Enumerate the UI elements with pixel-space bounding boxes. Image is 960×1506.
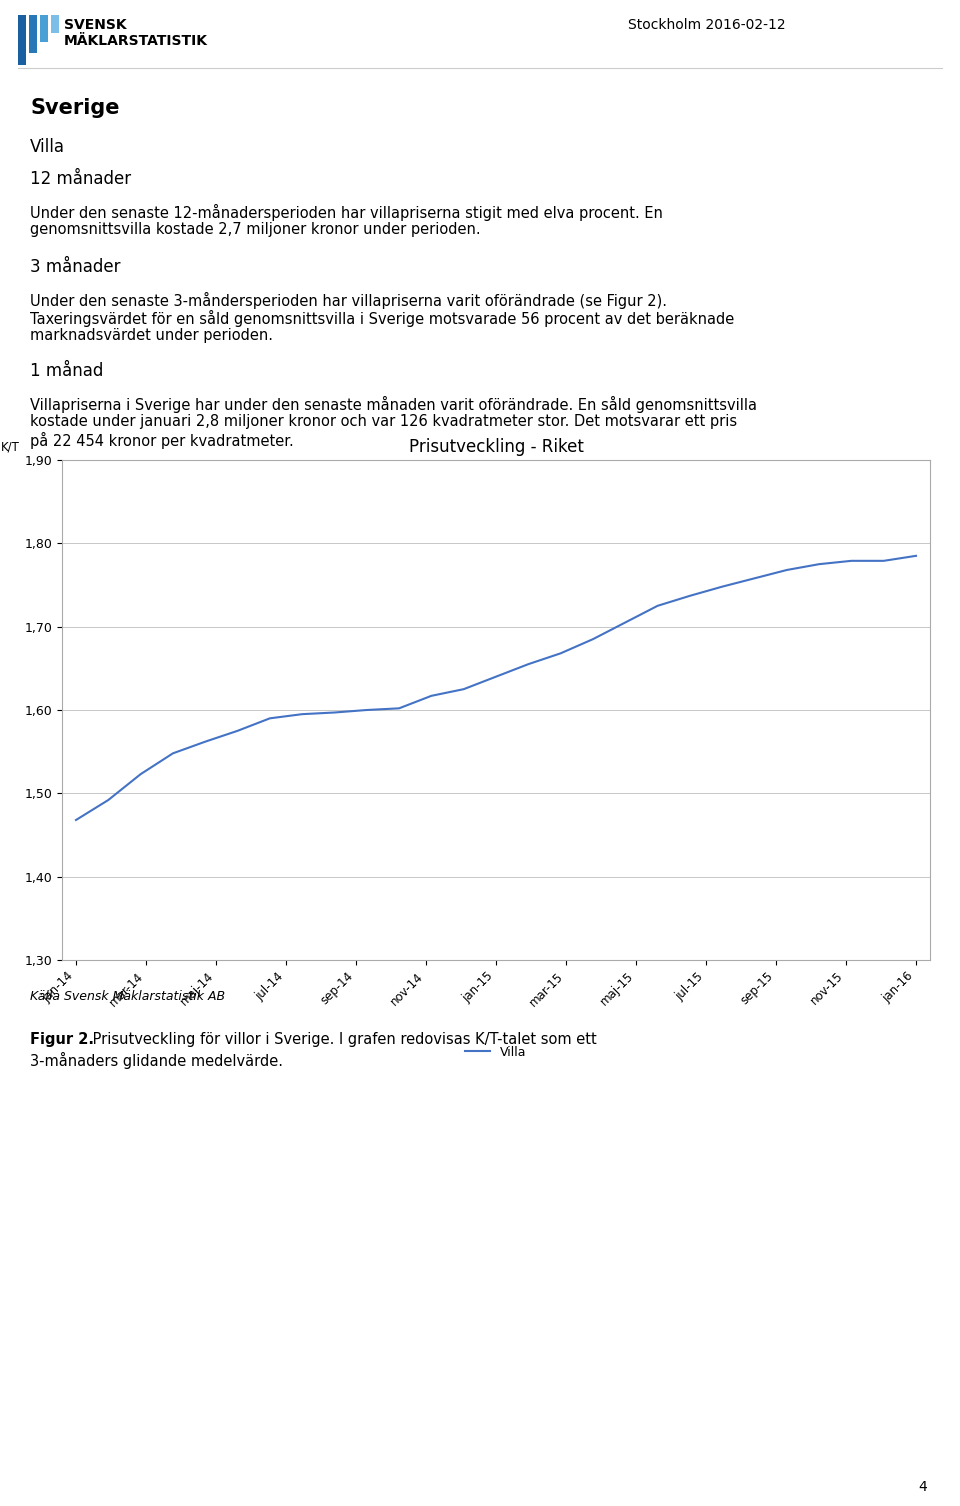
Text: 1 månad: 1 månad xyxy=(30,361,104,380)
Text: genomsnittsvilla kostade 2,7 miljoner kronor under perioden.: genomsnittsvilla kostade 2,7 miljoner kr… xyxy=(30,221,481,236)
Title: Prisutveckling - Riket: Prisutveckling - Riket xyxy=(409,438,584,456)
Legend: Villa: Villa xyxy=(460,1041,532,1063)
Text: Under den senaste 3-måndersperioden har villapriserna varit oförändrade (se Figu: Under den senaste 3-måndersperioden har … xyxy=(30,292,667,309)
Text: kostade under januari 2,8 miljoner kronor och var 126 kvadratmeter stor. Det mot: kostade under januari 2,8 miljoner krono… xyxy=(30,414,737,429)
Text: 12 månader: 12 månader xyxy=(30,170,132,188)
Text: Under den senaste 12-månadersperioden har villapriserna stigit med elva procent.: Under den senaste 12-månadersperioden ha… xyxy=(30,203,662,221)
Text: MÄKLARSTATISTIK: MÄKLARSTATISTIK xyxy=(64,35,208,48)
Bar xyxy=(29,15,37,53)
Text: på 22 454 kronor per kvadratmeter.: på 22 454 kronor per kvadratmeter. xyxy=(30,432,294,449)
Text: 4: 4 xyxy=(918,1480,926,1494)
Text: Prisutveckling för villor i Sverige. I grafen redovisas K/T-talet som ett: Prisutveckling för villor i Sverige. I g… xyxy=(88,1032,597,1047)
Text: Villapriserna i Sverige har under den senaste månaden varit oförändrade. En såld: Villapriserna i Sverige har under den se… xyxy=(30,396,757,413)
Text: Taxeringsvärdet för en såld genomsnittsvilla i Sverige motsvarade 56 procent av : Taxeringsvärdet för en såld genomsnittsv… xyxy=(30,310,734,327)
Bar xyxy=(18,15,26,65)
Text: 3-månaders glidande medelvärde.: 3-månaders glidande medelvärde. xyxy=(30,1053,283,1069)
Bar xyxy=(51,15,59,33)
Text: marknadsvärdet under perioden.: marknadsvärdet under perioden. xyxy=(30,328,273,343)
Text: Källa Svensk Mäklarstatistik AB: Källa Svensk Mäklarstatistik AB xyxy=(30,989,226,1003)
Text: Stockholm 2016-02-12: Stockholm 2016-02-12 xyxy=(628,18,785,32)
Bar xyxy=(40,15,48,42)
Text: K/T: K/T xyxy=(1,440,20,453)
Text: SVENSK: SVENSK xyxy=(64,18,127,32)
Text: 3 månader: 3 månader xyxy=(30,258,121,276)
Text: Villa: Villa xyxy=(30,139,65,157)
Text: Sverige: Sverige xyxy=(30,98,119,117)
Text: Figur 2.: Figur 2. xyxy=(30,1032,94,1047)
